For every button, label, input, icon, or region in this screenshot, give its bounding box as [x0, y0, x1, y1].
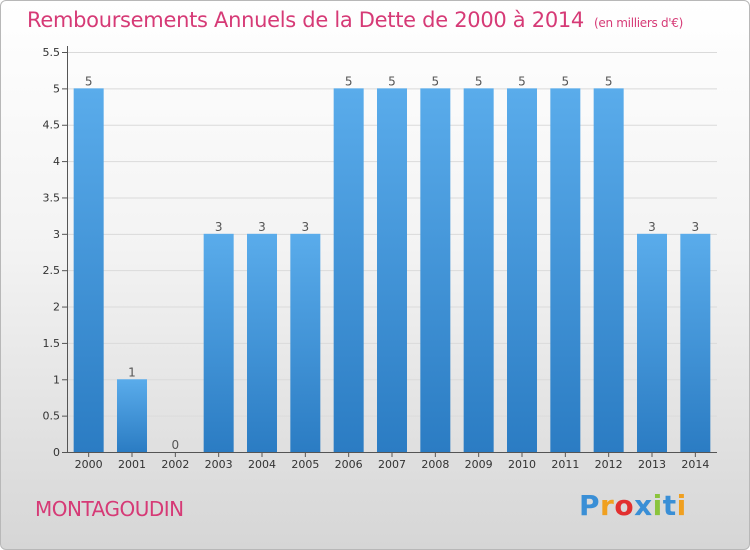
bar-2009 [463, 88, 494, 452]
logo-letter: P [579, 489, 601, 522]
y-tick-label: 0.5 [43, 410, 61, 423]
y-tick-label: 5.5 [43, 46, 61, 59]
bar-2000 [73, 88, 104, 452]
x-tick-label: 2000 [75, 458, 103, 471]
logo-letter: i [676, 489, 687, 522]
data-label: 5 [388, 74, 396, 88]
y-tick-label: 4.5 [43, 119, 61, 132]
data-label: 5 [345, 74, 353, 88]
x-tick-label: 2011 [551, 458, 579, 471]
y-tick-label: 5 [53, 82, 60, 95]
axes: 0 0.5 1 1.5 2 2.5 3 3.5 4 4.5 5 5.5 2000 2001 2002 2003… [43, 46, 717, 471]
data-label: 5 [605, 74, 613, 88]
y-tick-label: 3.5 [43, 191, 61, 204]
bar-2013 [637, 233, 667, 452]
unit-note: (en milliers d'€) [594, 16, 684, 30]
logo-letter: o [614, 489, 635, 522]
place-name: MONTAGOUDIN [35, 497, 184, 521]
data-label: 3 [258, 220, 266, 234]
data-label: 5 [85, 74, 93, 88]
y-tick-label: 3 [53, 228, 60, 241]
bar-2008 [420, 88, 451, 452]
x-tick-label: 2005 [291, 458, 319, 471]
x-tick-label: 2014 [681, 458, 709, 471]
logo-letter: r [600, 489, 615, 522]
bar-2007 [377, 88, 407, 452]
data-label: 5 [518, 74, 526, 88]
data-label: 3 [302, 220, 310, 234]
x-tick-label: 2002 [161, 458, 189, 471]
bar-2005 [290, 233, 321, 452]
data-label: 5 [562, 74, 570, 88]
data-label: 3 [648, 220, 656, 234]
x-tick-label: 2007 [378, 458, 406, 471]
y-tick-label: 1 [53, 373, 60, 386]
bar-2014 [680, 233, 711, 452]
y-tick-label: 4 [53, 155, 60, 168]
x-tick-label: 2008 [421, 458, 449, 471]
x-tick-label: 2013 [638, 458, 666, 471]
x-tick-label: 2001 [118, 458, 146, 471]
bars [73, 88, 711, 452]
bar-2004 [247, 233, 277, 452]
chart-title-text: Remboursements Annuels de la Dette de 20… [27, 8, 584, 32]
y-tick-label: 2 [53, 301, 60, 314]
chart-title: Remboursements Annuels de la Dette de 20… [27, 8, 683, 32]
bar-2010 [507, 88, 537, 452]
logo-letter: x [634, 489, 653, 522]
data-label: 5 [432, 74, 440, 88]
data-label: 3 [215, 220, 223, 234]
data-label: 3 [692, 220, 700, 234]
bar-2003 [203, 233, 234, 452]
logo-letter: t [662, 489, 677, 522]
logo-letter: i [652, 489, 663, 522]
bar-2001 [117, 379, 147, 452]
x-tick-label: 2012 [595, 458, 623, 471]
x-tick-label: 2009 [465, 458, 493, 471]
x-tick-label: 2003 [205, 458, 233, 471]
x-tick-label: 2004 [248, 458, 276, 471]
bar-2011 [550, 88, 581, 452]
y-tick-label: 1.5 [43, 337, 61, 350]
proxiti-logo: Proxiti [579, 489, 687, 522]
x-tick-label: 2006 [335, 458, 363, 471]
data-label: 5 [475, 74, 483, 88]
data-labels: 5 1 0 3 3 3 5 5 5 5 5 5 5 3 3 [85, 74, 699, 452]
data-label: 1 [128, 365, 136, 379]
bar-2012 [593, 88, 624, 452]
data-label: 0 [172, 438, 180, 452]
y-tick-label: 0 [53, 446, 60, 459]
y-tick-label: 2.5 [43, 264, 61, 277]
x-tick-label: 2010 [508, 458, 536, 471]
bar-2006 [333, 88, 364, 452]
